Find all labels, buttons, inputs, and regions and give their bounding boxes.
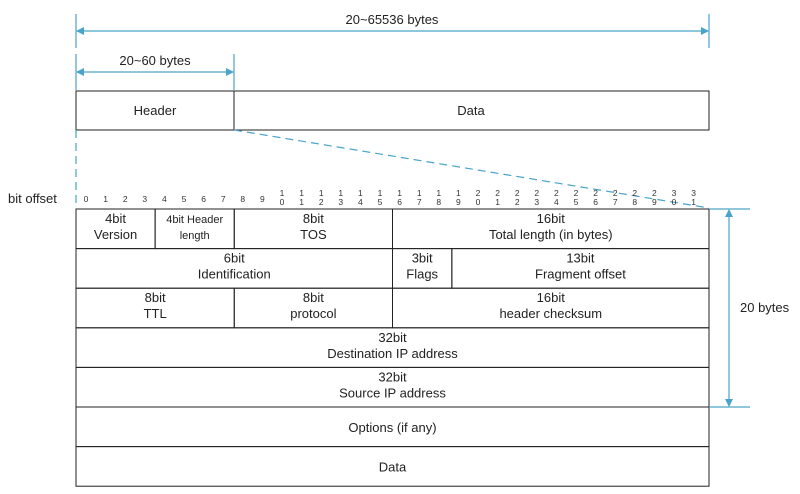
header-field-label: 8bit [303,290,324,305]
bit-tick: 3 [691,188,696,198]
bit-tick: 7 [613,197,618,207]
bit-tick: 8 [240,194,245,204]
total-size-dimension: 20~65536 bytes [75,12,710,48]
bit-tick: 2 [476,188,481,198]
header-field-label: 6bit [224,251,245,266]
header-field-label: 8bit [303,211,324,226]
bit-tick: 2 [495,188,500,198]
bit-tick: 2 [632,188,637,198]
bit-tick: 3 [534,197,539,207]
bit-tick: 5 [182,194,187,204]
row-size-label: 20 bytes [740,300,790,315]
bit-tick: 6 [593,197,598,207]
bit-tick: 0 [672,197,677,207]
header-field-label: length [180,230,210,242]
header-field-cell [75,446,710,487]
bit-tick: 2 [593,188,598,198]
bit-tick: 2 [515,188,520,198]
header-field-label: header checksum [499,306,602,321]
header-field-label: protocol [290,306,336,321]
header-field-label: Total length (in bytes) [489,227,613,242]
bit-tick: 1 [103,194,108,204]
bit-tick: 1 [397,188,402,198]
bit-tick: 2 [613,188,618,198]
bit-tick: 2 [574,188,579,198]
packet-header-label: Header [134,103,177,118]
header-field-label: 32bit [378,369,407,384]
bit-tick: 6 [397,197,402,207]
packet-data-label: Data [457,103,485,118]
bit-tick: 1 [378,188,383,198]
header-field-label: 13bit [566,251,595,266]
bit-tick: 1 [456,188,461,198]
bit-tick: 8 [436,197,441,207]
header-field-label: 4bit [105,211,126,226]
bit-tick: 1 [299,188,304,198]
bit-tick: 2 [534,188,539,198]
header-field-label: Flags [406,267,438,282]
bit-tick: 0 [84,194,89,204]
header-field-label: Data [379,459,407,474]
header-field-label: 16bit [537,290,566,305]
bit-tick: 7 [221,194,226,204]
bit-tick: 2 [123,194,128,204]
bit-tick: 6 [201,194,206,204]
header-field-label: Source IP address [339,385,446,400]
header-field-label: 16bit [537,211,566,226]
header-field-label: 4bit Header [166,214,223,226]
header-size-label: 20~60 bytes [119,53,191,68]
bit-tick: 1 [319,188,324,198]
bit-tick: 1 [495,197,500,207]
bit-ticks: 0 1 2 3 4 5 6 7 8 9101112131415161718192021222324… [84,188,697,207]
bit-tick: 4 [554,197,559,207]
bit-tick: 1 [299,197,304,207]
bit-tick: 3 [672,188,677,198]
row-size-dimension: 20 bytes [709,208,790,408]
zoom-connector-right [233,129,710,209]
bit-tick: 1 [417,188,422,198]
header-field-label: Identification [198,267,271,282]
bit-tick: 9 [652,197,657,207]
header-field-label: TOS [300,227,327,242]
bit-offset-label: bit offset [8,191,57,206]
header-field-label: Destination IP address [327,346,458,361]
bit-tick: 8 [632,197,637,207]
bit-tick: 4 [162,194,167,204]
header-field-label: Options (if any) [348,420,436,435]
total-size-label: 20~65536 bytes [346,12,439,27]
header-field-label: TTL [144,306,167,321]
bit-tick: 2 [652,188,657,198]
header-field-label: Version [94,227,137,242]
packet-overview: Header Data [75,90,710,131]
bit-tick: 1 [280,188,285,198]
bit-tick: 1 [358,188,363,198]
bit-tick: 5 [574,197,579,207]
bit-tick: 5 [378,197,383,207]
bit-tick: 1 [691,197,696,207]
bit-tick: 1 [436,188,441,198]
bit-tick: 2 [319,197,324,207]
header-field-label: 8bit [145,290,166,305]
header-size-dimension: 20~60 bytes [75,53,235,90]
bit-tick: 1 [338,188,343,198]
bit-tick: 4 [358,197,363,207]
bit-tick: 3 [142,194,147,204]
bit-tick: 2 [554,188,559,198]
bit-tick: 2 [515,197,520,207]
header-field-label: Fragment offset [535,267,626,282]
bit-tick: 0 [280,197,285,207]
header-field-label: 32bit [378,330,407,345]
bit-tick: 9 [456,197,461,207]
bit-tick: 3 [338,197,343,207]
bit-tick: 0 [476,197,481,207]
header-field-label: 3bit [412,251,433,266]
bit-tick: 9 [260,194,265,204]
bit-tick: 7 [417,197,422,207]
